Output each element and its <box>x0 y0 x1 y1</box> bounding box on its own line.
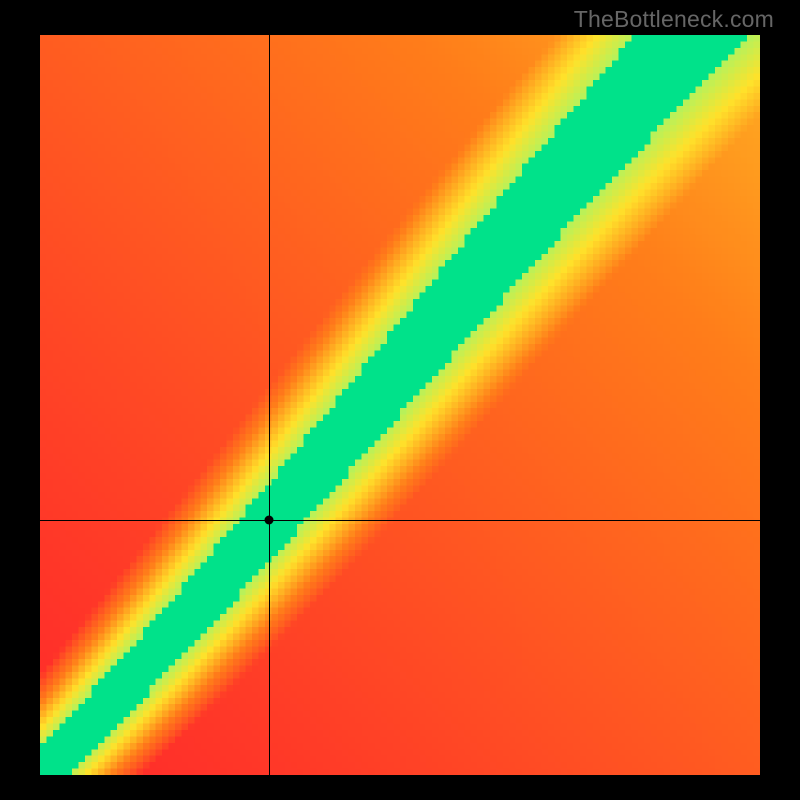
crosshair-horizontal <box>40 520 760 521</box>
watermark-text: TheBottleneck.com <box>574 6 774 33</box>
figure-outer: TheBottleneck.com <box>0 0 800 800</box>
plot-area <box>40 35 760 775</box>
heatmap-canvas <box>40 35 760 775</box>
crosshair-vertical <box>269 35 270 775</box>
marker-dot <box>264 515 273 524</box>
